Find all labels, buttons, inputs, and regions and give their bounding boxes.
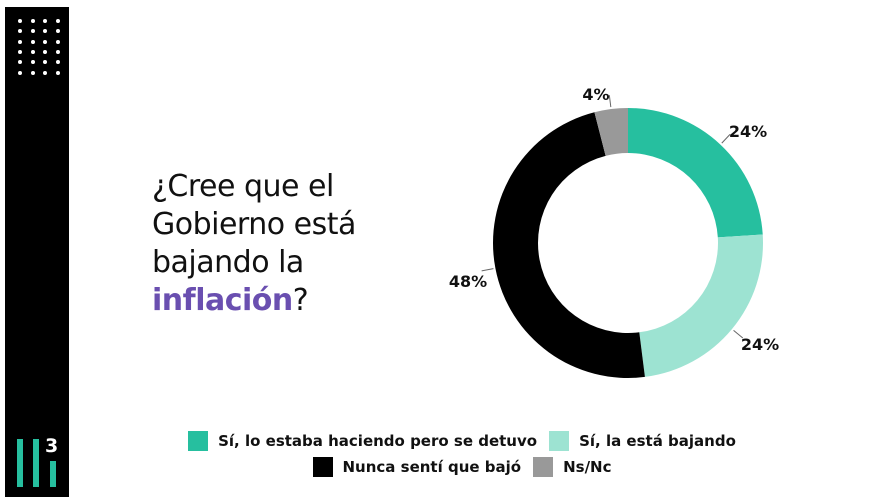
legend-swatch	[188, 431, 209, 451]
dot	[43, 70, 47, 75]
dot	[43, 19, 47, 23]
data-label: 24%	[741, 335, 779, 354]
dot	[18, 19, 22, 23]
dot	[55, 19, 60, 23]
legend-item: Sí, la está bajando	[549, 431, 736, 451]
dot	[55, 29, 60, 34]
dot	[55, 39, 60, 44]
leader-line	[481, 268, 494, 272]
leader-line	[733, 329, 744, 339]
legend-swatch	[549, 431, 570, 451]
legend-label: Nunca sentí que bajó	[342, 458, 522, 476]
legend: Sí, lo estaba haciendo pero se detuvo Sí…	[0, 428, 884, 480]
legend-item: Nunca sentí que bajó	[312, 457, 522, 477]
dot	[30, 19, 35, 23]
dot	[18, 39, 22, 44]
dot	[18, 60, 22, 65]
leader-line	[608, 95, 612, 108]
data-label: 48%	[449, 272, 487, 291]
dot	[18, 29, 22, 34]
dot	[18, 49, 22, 54]
dot	[55, 70, 60, 75]
legend-label: Sí, lo estaba haciendo pero se detuvo	[218, 432, 538, 450]
dot	[30, 70, 35, 75]
leader-line	[721, 134, 731, 144]
dot	[30, 39, 35, 44]
donut-slice	[594, 108, 628, 156]
logo-text: 3	[45, 435, 59, 457]
legend-label: Sí, la está bajando	[579, 432, 736, 450]
legend-swatch	[312, 457, 333, 477]
question-line: Gobierno está	[152, 207, 356, 242]
donut-slice	[628, 108, 763, 238]
legend-swatch	[533, 457, 554, 477]
question-line: bajando la	[152, 245, 304, 280]
question-title: ¿Cree que el Gobierno está bajando la in…	[152, 168, 356, 320]
dot	[43, 29, 47, 34]
dot	[43, 39, 47, 44]
dot	[30, 29, 35, 34]
data-label: 24%	[729, 122, 767, 141]
question-suffix: ?	[292, 283, 309, 318]
question-highlight: inflación	[152, 283, 293, 318]
question-line: ¿Cree que el	[152, 169, 334, 204]
legend-label: Ns/Nc	[563, 458, 612, 476]
dot	[30, 49, 35, 54]
dot	[55, 60, 60, 65]
dot	[43, 60, 47, 65]
legend-item: Ns/Nc	[533, 457, 612, 477]
dot	[43, 49, 47, 54]
dot	[55, 49, 60, 54]
donut-slice	[492, 112, 645, 378]
donut-slice	[639, 234, 763, 377]
dot	[30, 60, 35, 65]
legend-item: Sí, lo estaba haciendo pero se detuvo	[188, 431, 537, 451]
data-label: 4%	[582, 85, 609, 104]
dot	[18, 70, 22, 75]
sidebar-band	[5, 7, 69, 497]
